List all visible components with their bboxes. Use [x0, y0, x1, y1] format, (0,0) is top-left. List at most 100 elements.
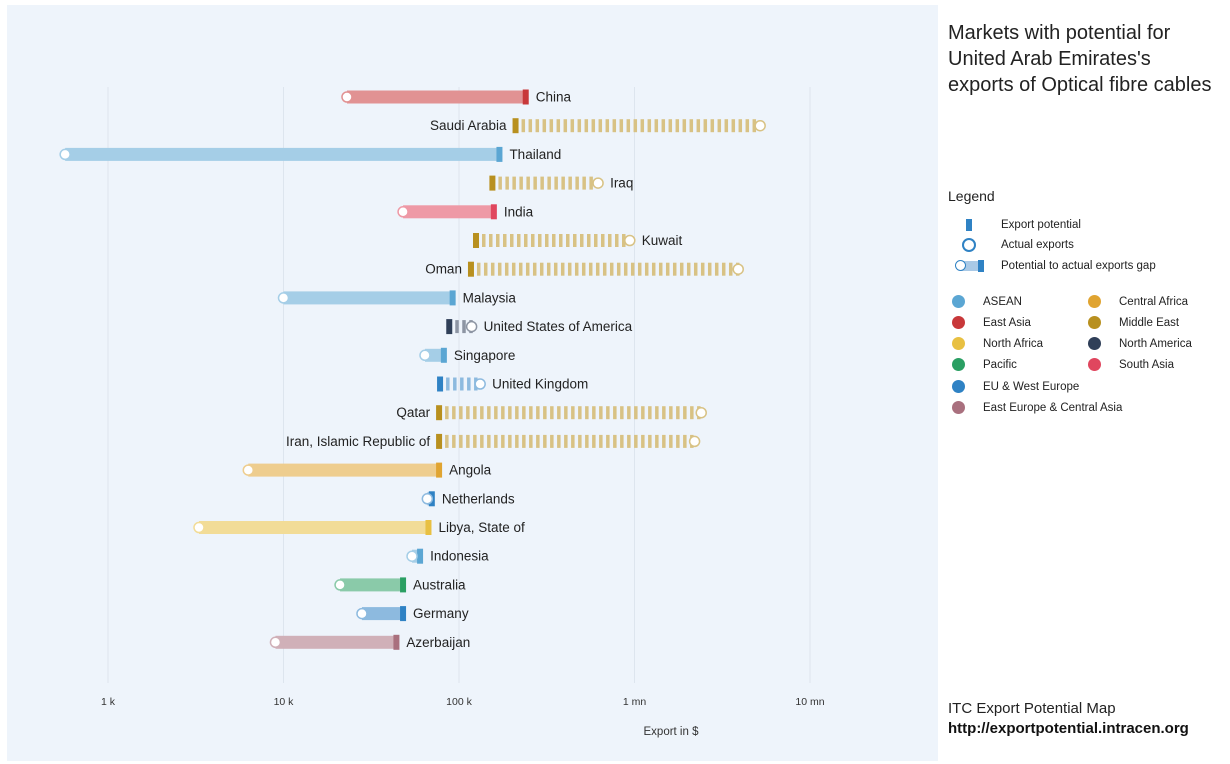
region-dot-east-asia [952, 316, 965, 329]
region-dot-asean [952, 295, 965, 308]
gap-stripe [460, 377, 464, 391]
export-potential-marker [436, 433, 443, 449]
gap-stripe [557, 434, 561, 448]
gap-stripe [466, 434, 470, 448]
gap-stripe [648, 406, 652, 420]
region-dot-east-europe-central-asia [952, 401, 965, 414]
gap-stripe [634, 406, 638, 420]
gap-stripe [494, 406, 498, 420]
region-label: East Europe & Central Asia [983, 402, 1123, 414]
gap-stripe [542, 119, 547, 133]
export-potential-marker [425, 520, 432, 535]
gap-stripe [623, 262, 628, 276]
gap-stripe [728, 262, 733, 276]
gap-stripe [459, 434, 463, 448]
region-label: East Asia [983, 317, 1031, 329]
gap-stripe [721, 262, 726, 276]
gap-stripe [568, 176, 572, 190]
gap-stripe [626, 119, 631, 133]
actual-exports-marker [474, 378, 486, 390]
gap-stripe [525, 262, 530, 276]
gap-stripe [682, 119, 687, 133]
gap-stripe [622, 234, 626, 247]
gap-stripe [717, 119, 722, 133]
gap-stripe [620, 434, 624, 448]
gap-stripe [505, 176, 509, 190]
gap-stripe [550, 406, 554, 420]
gap-stripe [606, 434, 610, 448]
gap-stripe [613, 406, 617, 420]
gap-stripe [580, 234, 584, 247]
gap-stripe [517, 234, 521, 247]
gap-stripe [446, 377, 450, 391]
country-label: Qatar [396, 405, 430, 420]
gap-stripe [661, 119, 666, 133]
gap-bar [340, 578, 404, 592]
gap-stripe [662, 434, 666, 448]
gap-stripe [529, 434, 533, 448]
gap-stripe [587, 234, 591, 247]
export-potential-marker [436, 462, 443, 478]
gap-stripe [601, 234, 605, 247]
country-label: United Kingdom [492, 377, 588, 392]
region-dot-eu-west-europe [952, 380, 965, 393]
country-label: Kuwait [642, 233, 683, 248]
gap-stripe [690, 406, 694, 420]
actual-exports-marker [406, 550, 418, 562]
gap-stripe [613, 434, 617, 448]
gap-stripe [554, 176, 558, 190]
gap-stripe [592, 434, 596, 448]
gap-stripe [536, 434, 540, 448]
gap-stripe [752, 119, 757, 133]
gap-stripe [585, 434, 589, 448]
gap-stripe [578, 434, 582, 448]
gap-stripe [453, 377, 457, 391]
gap-stripe [462, 320, 466, 334]
gap-stripe [496, 234, 500, 247]
region-label: Pacific [983, 359, 1017, 371]
gap-stripe [563, 119, 568, 133]
gap-stripe [547, 176, 551, 190]
gap-stripe [634, 434, 638, 448]
gap-stripe [644, 262, 649, 276]
gap-stripe [503, 234, 507, 247]
gap-stripe [585, 406, 589, 420]
export-potential-marker [512, 118, 519, 134]
export-potential-marker [437, 376, 444, 392]
legend-item-gap: Potential to actual exports gap [1001, 260, 1156, 272]
gap-stripe [676, 434, 680, 448]
gap-stripe [487, 434, 491, 448]
gap-stripe [577, 119, 582, 133]
gap-stripe [519, 176, 523, 190]
gap-stripe [648, 434, 652, 448]
gap-stripe [573, 234, 577, 247]
footer-url-link[interactable]: http://exportpotential.intracen.org [948, 720, 1189, 737]
gap-stripe [606, 406, 610, 420]
gap-stripe [672, 262, 677, 276]
legend-title: Legend [948, 188, 995, 204]
region-label: South Asia [1119, 359, 1174, 371]
gap-stripe [710, 119, 715, 133]
country-label: Libya, State of [438, 520, 525, 535]
gap-stripe [510, 234, 514, 247]
export-potential-marker [496, 146, 503, 162]
gap-stripe [487, 406, 491, 420]
actual-exports-circle-icon [962, 238, 976, 252]
gap-stripe [522, 406, 526, 420]
export-potential-marker [436, 405, 443, 421]
gap-stripe [564, 434, 568, 448]
gap-stripe [598, 119, 603, 133]
gap-stripe [669, 434, 673, 448]
gap-stripe [679, 262, 684, 276]
gap-stripe [669, 406, 673, 420]
gap-stripe [567, 262, 572, 276]
gap-stripe [675, 119, 680, 133]
plot-area: 1 k 10 k 100 k 1 mn 10 mn Export in $ China Sau… [7, 5, 938, 761]
gap-stripe [511, 262, 516, 276]
export-potential-marker [440, 347, 447, 363]
gap-stripe [524, 234, 528, 247]
export-potential-marker [522, 89, 529, 105]
gap-bar [275, 635, 397, 649]
gap-bar [65, 147, 500, 161]
region-label: Central Africa [1119, 296, 1189, 308]
